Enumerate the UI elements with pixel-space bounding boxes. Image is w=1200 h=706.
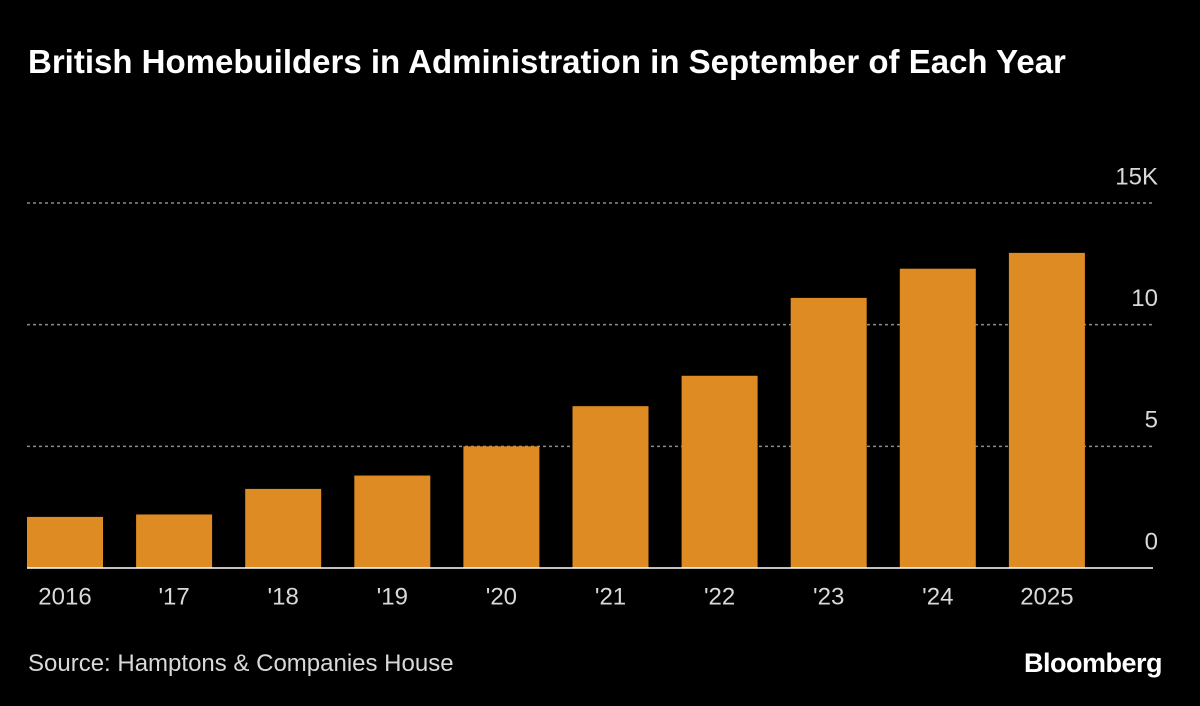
source-note: Source: Hamptons & Companies House bbox=[28, 650, 454, 677]
y-tick-label: 15K bbox=[1115, 163, 1158, 190]
bar bbox=[1008, 252, 1085, 568]
x-tick-label: '22 bbox=[704, 583, 735, 610]
x-tick-label: 2025 bbox=[1020, 583, 1073, 610]
bar bbox=[136, 514, 213, 568]
chart-title: British Homebuilders in Administration i… bbox=[28, 43, 1066, 80]
x-tick-label: '18 bbox=[268, 583, 299, 610]
x-tick-label: '21 bbox=[595, 583, 626, 610]
x-tick-label: '19 bbox=[377, 583, 408, 610]
bar bbox=[790, 297, 867, 568]
logo: Bloomberg bbox=[1023, 648, 1163, 678]
bar bbox=[463, 446, 540, 568]
x-tick-label: '23 bbox=[813, 583, 844, 610]
x-tick-label: 2016 bbox=[38, 583, 91, 610]
bar bbox=[245, 488, 322, 568]
x-tick-label: '17 bbox=[158, 583, 189, 610]
bar bbox=[354, 475, 431, 568]
bar bbox=[27, 516, 103, 568]
bar bbox=[899, 268, 976, 568]
bar bbox=[572, 406, 649, 568]
y-tick-label: 5 bbox=[1145, 407, 1158, 434]
x-tick-label: '24 bbox=[922, 583, 953, 610]
y-tick-label: 0 bbox=[1145, 528, 1158, 555]
x-tick-label: '20 bbox=[486, 583, 517, 610]
bar bbox=[681, 375, 758, 568]
y-tick-label: 10 bbox=[1131, 285, 1158, 312]
